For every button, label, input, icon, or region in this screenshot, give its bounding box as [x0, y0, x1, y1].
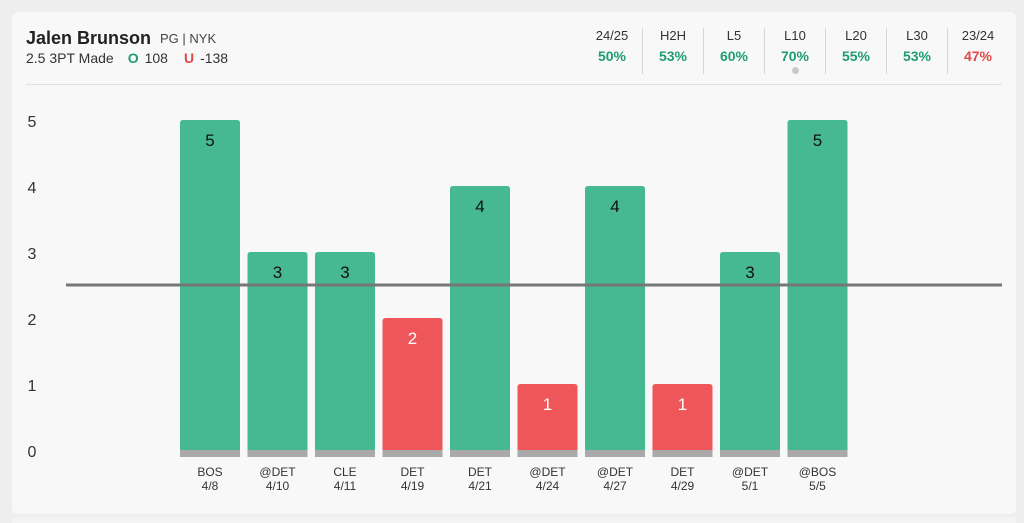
prop-card: Jalen Brunson PG | NYK 2.5 3PT Made O 10…	[12, 12, 1016, 514]
x-tick-opponent: DET	[671, 465, 696, 479]
bar-base	[247, 450, 308, 457]
under-odds[interactable]: -138	[200, 50, 229, 66]
bar	[247, 252, 308, 450]
bottom-strip	[12, 517, 1016, 523]
x-tick-date: 4/29	[671, 479, 695, 493]
bar-group[interactable]: 1	[517, 384, 578, 457]
stat-tab-label: L5	[726, 28, 742, 43]
stat-tab[interactable]: L10 70%	[764, 28, 825, 74]
bar	[315, 252, 375, 450]
y-tick-label: 2	[28, 312, 37, 329]
bar-base	[180, 450, 240, 457]
prop-line: 2.5 3PT Made O 108 U -138	[26, 50, 228, 66]
player-position-team: PG | NYK	[160, 31, 217, 46]
y-tick-label: 5	[28, 114, 37, 131]
bar	[450, 186, 510, 450]
y-tick-label: 4	[28, 180, 37, 197]
active-tab-indicator	[791, 67, 799, 74]
x-tick-date: 4/10	[266, 479, 290, 493]
bar	[382, 318, 443, 450]
x-tick-opponent: DET	[401, 465, 426, 479]
x-tick-opponent: @DET	[732, 465, 769, 479]
bar-base	[517, 450, 578, 457]
stat-tab[interactable]: L5 60%	[703, 28, 764, 74]
stat-tab-label: H2H	[659, 28, 686, 43]
stat-tab[interactable]: L30 53%	[886, 28, 947, 74]
x-tick-date: 4/19	[401, 479, 425, 493]
x-tick-date: 4/21	[468, 479, 492, 493]
stat-tab-value: 55%	[841, 48, 871, 64]
bar-base	[585, 450, 645, 457]
bar-value-label: 3	[273, 263, 282, 282]
stat-tab[interactable]: H2H 53%	[642, 28, 703, 74]
bar	[517, 384, 578, 450]
x-tick-opponent: BOS	[197, 465, 222, 479]
bar-base	[720, 450, 780, 457]
y-tick-label: 0	[28, 444, 37, 461]
x-tick-opponent: @DET	[529, 465, 566, 479]
player-name: Jalen Brunson	[26, 28, 152, 48]
x-tick-opponent: CLE	[333, 465, 356, 479]
stat-tab-value: 53%	[902, 48, 932, 64]
under-mark[interactable]: U	[183, 50, 195, 66]
x-tick-opponent: @DET	[597, 465, 634, 479]
bar-base	[382, 450, 443, 457]
stat-tab-value: 70%	[780, 48, 810, 64]
stat-tab-label: L20	[845, 28, 867, 43]
bar	[652, 384, 713, 450]
bar-group[interactable]: 5	[180, 120, 240, 457]
stat-tab-label: L10	[784, 28, 806, 43]
bar-group[interactable]: 3	[247, 252, 308, 457]
bar-base	[450, 450, 510, 457]
bar-value-label: 5	[205, 131, 214, 150]
x-tick-opponent: DET	[468, 465, 493, 479]
bar-group[interactable]: 1	[652, 384, 713, 457]
bar-value-label: 3	[745, 263, 754, 282]
x-tick-date: 4/11	[334, 479, 357, 493]
hit-rate-tabs: 24/25 50% H2H 53% L5 60% L10 70% L20 55% L30 53% 23/…	[582, 28, 1008, 74]
stat-tab-label: 24/25	[595, 28, 629, 43]
bar-value-label: 1	[678, 395, 687, 414]
over-odds[interactable]: 108	[144, 50, 168, 66]
bar-value-label: 1	[543, 395, 552, 414]
bar-group[interactable]: 5	[787, 120, 848, 457]
bar-value-label: 2	[408, 329, 417, 348]
stat-tab-label: L30	[906, 28, 928, 43]
x-tick-opponent: @DET	[259, 465, 296, 479]
y-tick-label: 3	[28, 246, 37, 263]
y-tick-label: 1	[28, 378, 37, 395]
prop-label: 2.5 3PT Made	[26, 50, 114, 66]
bar-group[interactable]: 3	[315, 252, 375, 457]
stat-tab-value: 60%	[719, 48, 749, 64]
bar-base	[787, 450, 848, 457]
over-mark[interactable]: O	[127, 50, 139, 66]
stat-tab-value: 47%	[963, 48, 993, 64]
stat-tab[interactable]: 23/24 47%	[947, 28, 1008, 74]
bar	[585, 186, 645, 450]
bar-value-label: 5	[813, 131, 822, 150]
x-tick-date: 4/24	[536, 479, 560, 493]
stat-tab-value: 53%	[658, 48, 688, 64]
bar-value-label: 3	[340, 263, 349, 282]
bar-value-label: 4	[475, 197, 484, 216]
header-divider	[26, 84, 1002, 85]
bar-base	[315, 450, 375, 457]
bar-group[interactable]: 4	[450, 186, 510, 457]
stat-tab-label: 23/24	[961, 28, 995, 43]
stat-tab[interactable]: L20 55%	[825, 28, 886, 74]
bar-group[interactable]: 2	[382, 318, 443, 457]
bar-base	[652, 450, 713, 457]
bar-group[interactable]: 4	[585, 186, 645, 457]
x-tick-date: 5/1	[742, 479, 759, 493]
stat-tab-value: 50%	[597, 48, 627, 64]
x-tick-date: 4/27	[603, 479, 627, 493]
stat-tab[interactable]: 24/25 50%	[582, 28, 642, 74]
bar	[720, 252, 780, 450]
bar-value-label: 4	[610, 197, 619, 216]
x-tick-date: 5/5	[809, 479, 826, 493]
bar-group[interactable]: 3	[720, 252, 780, 457]
x-tick-opponent: @BOS	[799, 465, 837, 479]
x-tick-date: 4/8	[202, 479, 219, 493]
